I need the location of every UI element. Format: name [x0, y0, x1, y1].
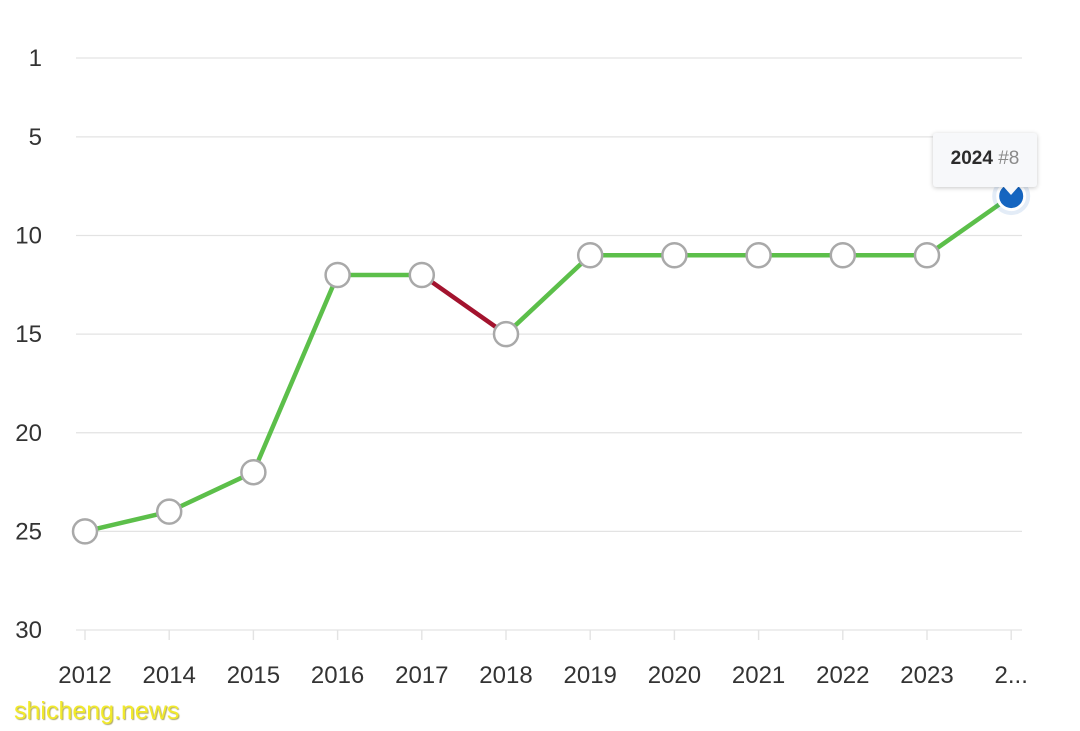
y-tick-label: 25	[15, 518, 42, 545]
x-tick-label: 2020	[648, 662, 701, 689]
data-point	[155, 498, 183, 525]
x-tick-label: 2021	[732, 662, 785, 689]
x-tick-label: 2019	[564, 662, 617, 689]
series-line-segment	[419, 272, 509, 337]
series-line-segment	[503, 252, 593, 337]
gridlines	[76, 57, 1022, 640]
x-tick-label: 2016	[311, 662, 364, 689]
series-line-segment	[251, 272, 340, 475]
tooltip-year: 2024	[950, 148, 993, 169]
data-point	[408, 261, 436, 289]
data-point	[492, 320, 520, 348]
data-tooltip: 2024 #8	[933, 133, 1037, 187]
data-point	[913, 241, 941, 269]
data-point	[240, 458, 267, 486]
series-line-segment	[924, 193, 1014, 258]
data-point	[745, 241, 772, 269]
series-line-segment	[166, 469, 256, 514]
x-tick-label: 2014	[143, 662, 196, 689]
y-tick-label: 20	[15, 420, 42, 447]
y-tick-label: 5	[29, 124, 42, 151]
x-tick-label: 2018	[479, 662, 532, 689]
y-tick-label: 30	[15, 617, 42, 644]
x-axis-tick-labels: 2012 2014 2015 2016 2017 2018 2019 2020 2021 2022…	[58, 662, 1028, 689]
series-line	[82, 193, 1014, 534]
x-tick-label: 2...	[995, 662, 1028, 689]
x-tick-label: 2023	[900, 662, 953, 689]
x-tick-label: 2022	[816, 662, 869, 689]
watermark-text: shicheng.news	[14, 697, 180, 725]
data-point	[829, 241, 857, 269]
tooltip-rank: #8	[998, 148, 1020, 169]
x-tick-label: 2012	[58, 662, 111, 689]
y-tick-label: 15	[15, 321, 42, 348]
tooltip-pointer	[1003, 186, 1019, 195]
x-tick-label: 2017	[395, 662, 448, 689]
series-line-segment	[82, 509, 172, 534]
y-tick-label: 1	[29, 45, 42, 72]
x-tick-label: 2015	[227, 662, 280, 689]
tooltip-text: 2024 #8	[933, 148, 1037, 170]
y-tick-label: 10	[15, 223, 42, 250]
data-point	[324, 261, 351, 289]
data-point	[71, 518, 99, 545]
data-point	[661, 241, 688, 269]
data-point	[576, 241, 604, 269]
